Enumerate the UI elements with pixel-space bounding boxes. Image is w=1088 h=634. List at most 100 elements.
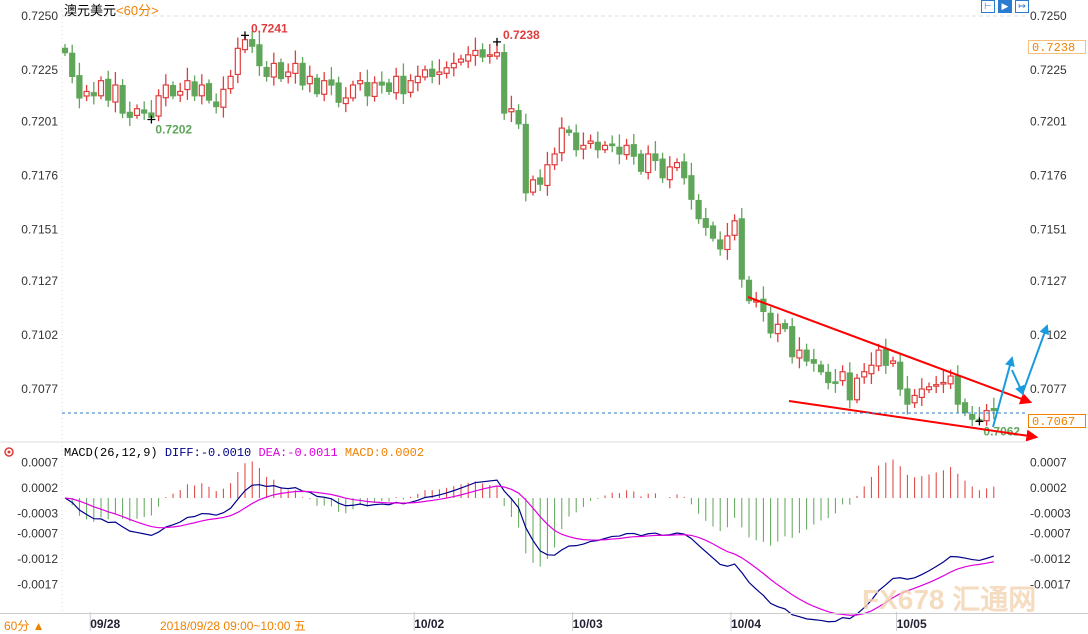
candle-down bbox=[191, 81, 198, 97]
upper-trend-line bbox=[747, 296, 1033, 405]
candle-up bbox=[933, 384, 940, 387]
candle-up bbox=[184, 80, 191, 91]
y-tick-label-left: 0.7176 bbox=[21, 169, 58, 183]
y-tick-label-left: 0.7077 bbox=[21, 382, 58, 396]
candle-down bbox=[609, 143, 616, 147]
candle-down bbox=[328, 79, 335, 86]
candle-up bbox=[241, 39, 249, 51]
candle-up bbox=[371, 82, 378, 98]
candle-up bbox=[486, 54, 493, 57]
cursor-time: 2018/09/28 09:00~10:00 五 bbox=[160, 619, 306, 633]
candle-down bbox=[897, 361, 904, 390]
period-label[interactable]: <60分> bbox=[116, 3, 159, 18]
current-price-tag: 0.7067 bbox=[1028, 414, 1086, 429]
candle-down bbox=[695, 199, 702, 220]
extreme-marker bbox=[241, 31, 249, 40]
macd-y-tick-left: 0.0007 bbox=[21, 455, 58, 469]
candle-down bbox=[169, 85, 177, 97]
candle-down bbox=[702, 218, 709, 228]
candle-up bbox=[342, 97, 349, 105]
extreme-label: 0.7238 bbox=[503, 28, 540, 42]
candle-down bbox=[810, 359, 817, 364]
macd-settings-icon[interactable] bbox=[4, 447, 14, 457]
candle-up bbox=[551, 153, 558, 166]
candle-up bbox=[724, 235, 731, 251]
candle-down bbox=[105, 78, 112, 101]
candle-up bbox=[220, 88, 227, 108]
candle-up bbox=[853, 377, 861, 401]
candle-down bbox=[537, 177, 544, 185]
chart-title: 澳元美元<60分> bbox=[64, 0, 159, 19]
y-tick-label: 0.7102 bbox=[1030, 328, 1067, 342]
candle-up bbox=[875, 349, 882, 367]
candle-up bbox=[162, 84, 169, 99]
macd-y-tick: 0.0002 bbox=[1030, 481, 1067, 495]
candle-down bbox=[429, 68, 436, 77]
candle-up bbox=[558, 127, 565, 154]
candle-down bbox=[832, 381, 839, 384]
candle-up bbox=[112, 84, 119, 103]
time-axis: 60分 ▲ 2018/09/28 09:00~10:00 五 09/28 10/0… bbox=[0, 613, 1088, 633]
macd-y-tick: 0.0007 bbox=[1030, 455, 1067, 469]
candle-down bbox=[659, 158, 666, 179]
candle-up bbox=[83, 90, 90, 97]
candle-up bbox=[450, 62, 457, 69]
diff-line bbox=[64, 479, 994, 623]
candle-down bbox=[961, 402, 969, 414]
candle-down bbox=[299, 62, 306, 86]
tool-button-3[interactable]: ↦ bbox=[1015, 0, 1029, 13]
x-axis-label: 10/02 bbox=[414, 617, 445, 631]
candle-up bbox=[421, 69, 429, 78]
candle-down bbox=[119, 85, 126, 114]
candle-down bbox=[515, 110, 522, 125]
y-tick-label: 0.7127 bbox=[1030, 274, 1067, 288]
candle-down bbox=[479, 49, 486, 58]
candle-down bbox=[652, 153, 659, 162]
candle-up bbox=[321, 80, 328, 95]
candle-up bbox=[393, 75, 400, 94]
candle-up bbox=[227, 75, 234, 90]
x-axis-label: 10/04 bbox=[731, 617, 762, 631]
lower-trend-line bbox=[788, 400, 1039, 442]
macd-y-tick-left: 0.0002 bbox=[21, 481, 58, 495]
candle-up bbox=[270, 62, 277, 78]
candle-down bbox=[522, 123, 529, 194]
candle-up bbox=[983, 409, 990, 422]
candle-up bbox=[774, 323, 781, 335]
candle-up bbox=[623, 144, 630, 156]
candle-up bbox=[673, 162, 681, 169]
candle-down bbox=[709, 225, 717, 239]
candle-down bbox=[681, 161, 688, 179]
candle-down bbox=[990, 408, 997, 412]
candle-up bbox=[198, 84, 205, 97]
y-tick-label-left: 0.7201 bbox=[21, 115, 58, 129]
candle-down bbox=[781, 323, 789, 330]
y-tick-label-left: 0.7102 bbox=[21, 328, 58, 342]
candle-down bbox=[364, 82, 371, 97]
period-selector[interactable]: 60分 ▲ bbox=[4, 619, 45, 633]
candle-up bbox=[407, 80, 414, 93]
candle-up bbox=[177, 90, 184, 96]
extreme-label: 0.7202 bbox=[155, 122, 192, 136]
candle-up bbox=[436, 71, 443, 76]
candle-down bbox=[400, 75, 407, 95]
candle-down bbox=[573, 132, 580, 151]
candle-up bbox=[508, 108, 515, 113]
candle-down bbox=[205, 83, 213, 101]
candle-down bbox=[277, 62, 285, 80]
candle-up bbox=[443, 67, 450, 74]
candle-up bbox=[839, 371, 846, 382]
candle-up bbox=[472, 49, 479, 57]
tool-button-2[interactable]: ▶ bbox=[998, 0, 1012, 13]
macd-y-tick: -0.0003 bbox=[1030, 506, 1071, 520]
candle-down bbox=[335, 82, 342, 103]
y-tick-label-left: 0.7250 bbox=[21, 9, 58, 23]
macd-dea-value: DEA:-0.0011 bbox=[258, 446, 338, 460]
candle-down bbox=[882, 348, 889, 366]
candle-down bbox=[594, 141, 601, 151]
dea-line bbox=[64, 485, 994, 616]
candle-up bbox=[601, 144, 609, 151]
macd-header: MACD(26,12,9) DIFF:-0.0010 DEA:-0.0011 M… bbox=[64, 446, 424, 460]
tool-button-1[interactable]: ⊢ bbox=[981, 0, 995, 13]
